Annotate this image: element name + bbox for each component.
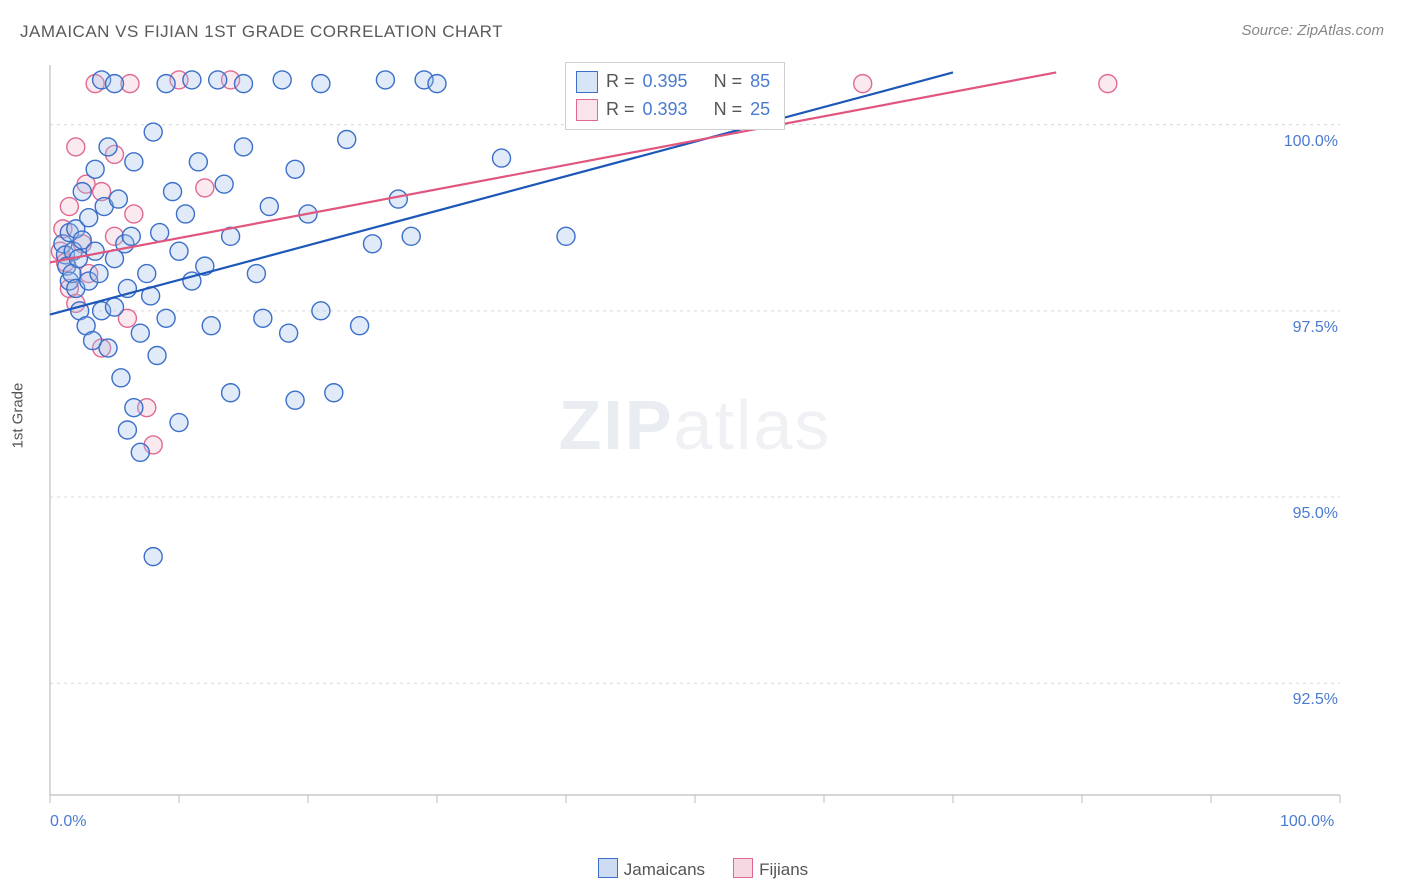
bottom-legend: Jamaicans Fijians [0,858,1406,880]
legend-item-fijians: Fijians [733,858,808,880]
stats-swatch-icon [576,99,598,121]
x-tick-label: 100.0% [1280,813,1334,831]
stats-swatch-icon [576,71,598,93]
legend-swatch-icon [733,858,753,878]
legend-label: Fijians [759,860,808,879]
stats-row-jamaicans: R = 0.395 N = 85 [576,68,770,96]
y-axis-label: 1st Grade [10,383,27,449]
y-tick-label: 100.0% [1268,133,1338,151]
stats-n-value: 85 [750,68,770,96]
chart-container: JAMAICAN VS FIJIAN 1ST GRADE CORRELATION… [0,0,1406,892]
stats-row-fijians: R = 0.393 N = 25 [576,96,770,124]
stats-r-label: R = [606,68,635,96]
stats-n-value: 25 [750,96,770,124]
stats-n-label: N = [714,68,743,96]
x-tick-label: 0.0% [50,813,86,831]
stats-r-value: 0.395 [643,68,688,96]
stats-r-value: 0.393 [643,96,688,124]
y-tick-label: 97.5% [1268,319,1338,337]
legend-item-jamaicans: Jamaicans [598,858,705,880]
chart-title: JAMAICAN VS FIJIAN 1ST GRADE CORRELATION… [20,22,503,42]
stats-legend-box: R = 0.395 N = 85 R = 0.393 N = 25 [565,62,785,130]
legend-label: Jamaicans [624,860,705,879]
plot-area: ZIPatlas [45,55,1345,825]
stats-r-label: R = [606,96,635,124]
legend-swatch-icon [598,858,618,878]
scatter-svg [45,55,1345,825]
source-label: Source: ZipAtlas.com [1241,22,1384,39]
stats-n-label: N = [714,96,743,124]
y-tick-label: 92.5% [1268,691,1338,709]
y-tick-label: 95.0% [1268,505,1338,523]
